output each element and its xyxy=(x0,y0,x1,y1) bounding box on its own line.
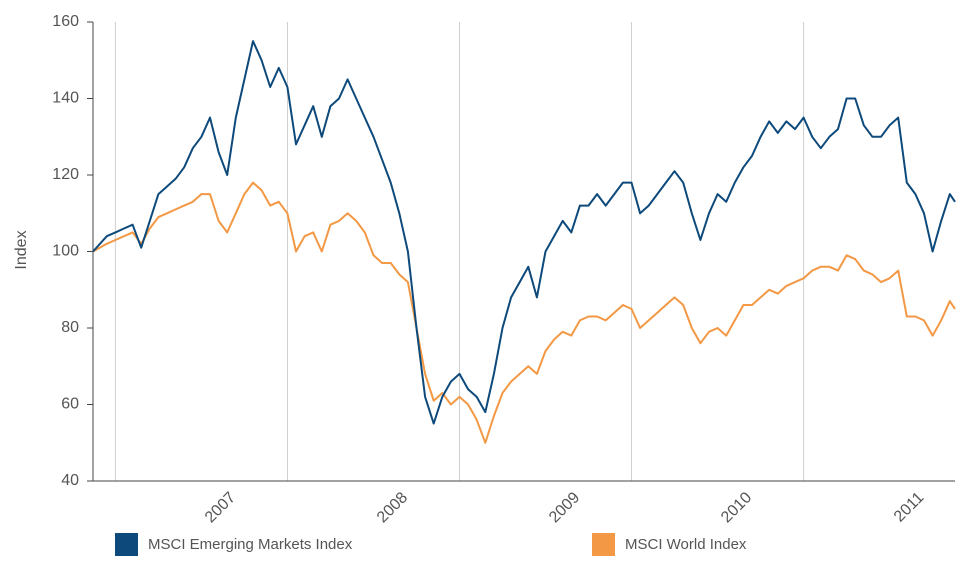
x-tick-label: 2011 xyxy=(891,489,927,525)
x-tick-label: 2010 xyxy=(718,489,755,526)
y-tick-label: 40 xyxy=(61,472,79,489)
y-tick-label: 100 xyxy=(52,243,79,260)
legend-label: MSCI World Index xyxy=(625,536,747,553)
y-tick-label: 80 xyxy=(61,319,79,336)
x-tick-label: 2008 xyxy=(374,489,411,526)
legend-swatch xyxy=(592,533,615,556)
y-tick-label: 160 xyxy=(52,13,79,30)
series-line xyxy=(92,40,956,425)
x-tick-label: 2009 xyxy=(546,489,583,526)
x-tick-label: 2007 xyxy=(202,489,239,526)
legend-label: MSCI Emerging Markets Index xyxy=(148,536,353,553)
y-tick-label: 120 xyxy=(52,166,79,183)
y-axis-label: Index xyxy=(13,230,30,269)
y-tick-label: 140 xyxy=(52,90,79,107)
legend-swatch xyxy=(115,533,138,556)
y-tick-label: 60 xyxy=(61,396,79,413)
series-line xyxy=(92,181,956,444)
